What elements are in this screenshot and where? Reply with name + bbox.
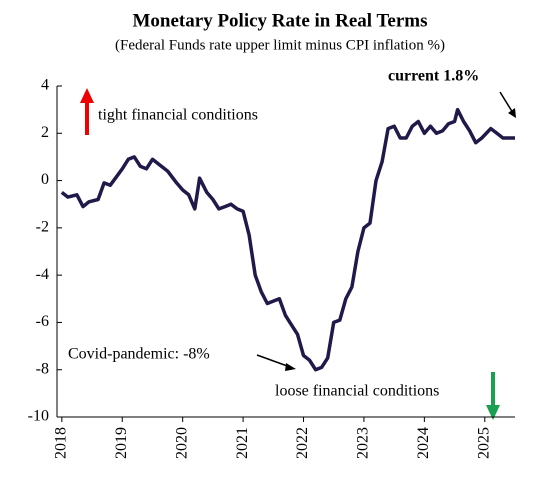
- x-tick-label: 2021: [234, 427, 251, 459]
- x-tick-label: 2020: [173, 427, 190, 459]
- annotation: current 1.8%: [388, 68, 479, 85]
- x-tick-label: 2025: [475, 427, 492, 459]
- y-tick-label: 2: [41, 124, 49, 141]
- y-tick-label: 4: [41, 77, 49, 94]
- annotation: Covid-pandemic: -8%: [68, 346, 210, 363]
- y-tick-label: -6: [36, 313, 49, 330]
- annotation: tight financial conditions: [98, 107, 258, 124]
- x-tick-label: 2023: [355, 427, 372, 459]
- x-tick-label: 2019: [113, 427, 130, 459]
- chart-title: Monetary Policy Rate in Real Terms: [133, 10, 428, 31]
- y-tick-label: -8: [36, 360, 49, 377]
- y-tick-label: -4: [36, 266, 49, 283]
- x-tick-label: 2024: [415, 427, 432, 459]
- x-tick-label: 2018: [53, 427, 70, 459]
- chart-subtitle: (Federal Funds rate upper limit minus CP…: [115, 37, 445, 53]
- y-tick-label: -10: [28, 408, 49, 425]
- x-tick-label: 2022: [294, 427, 311, 459]
- line-series: [60, 107, 515, 372]
- y-tick-label: -2: [36, 219, 49, 236]
- y-tick-label: 0: [41, 171, 49, 188]
- arrows: [80, 88, 516, 420]
- annotation: loose financial conditions: [275, 383, 439, 400]
